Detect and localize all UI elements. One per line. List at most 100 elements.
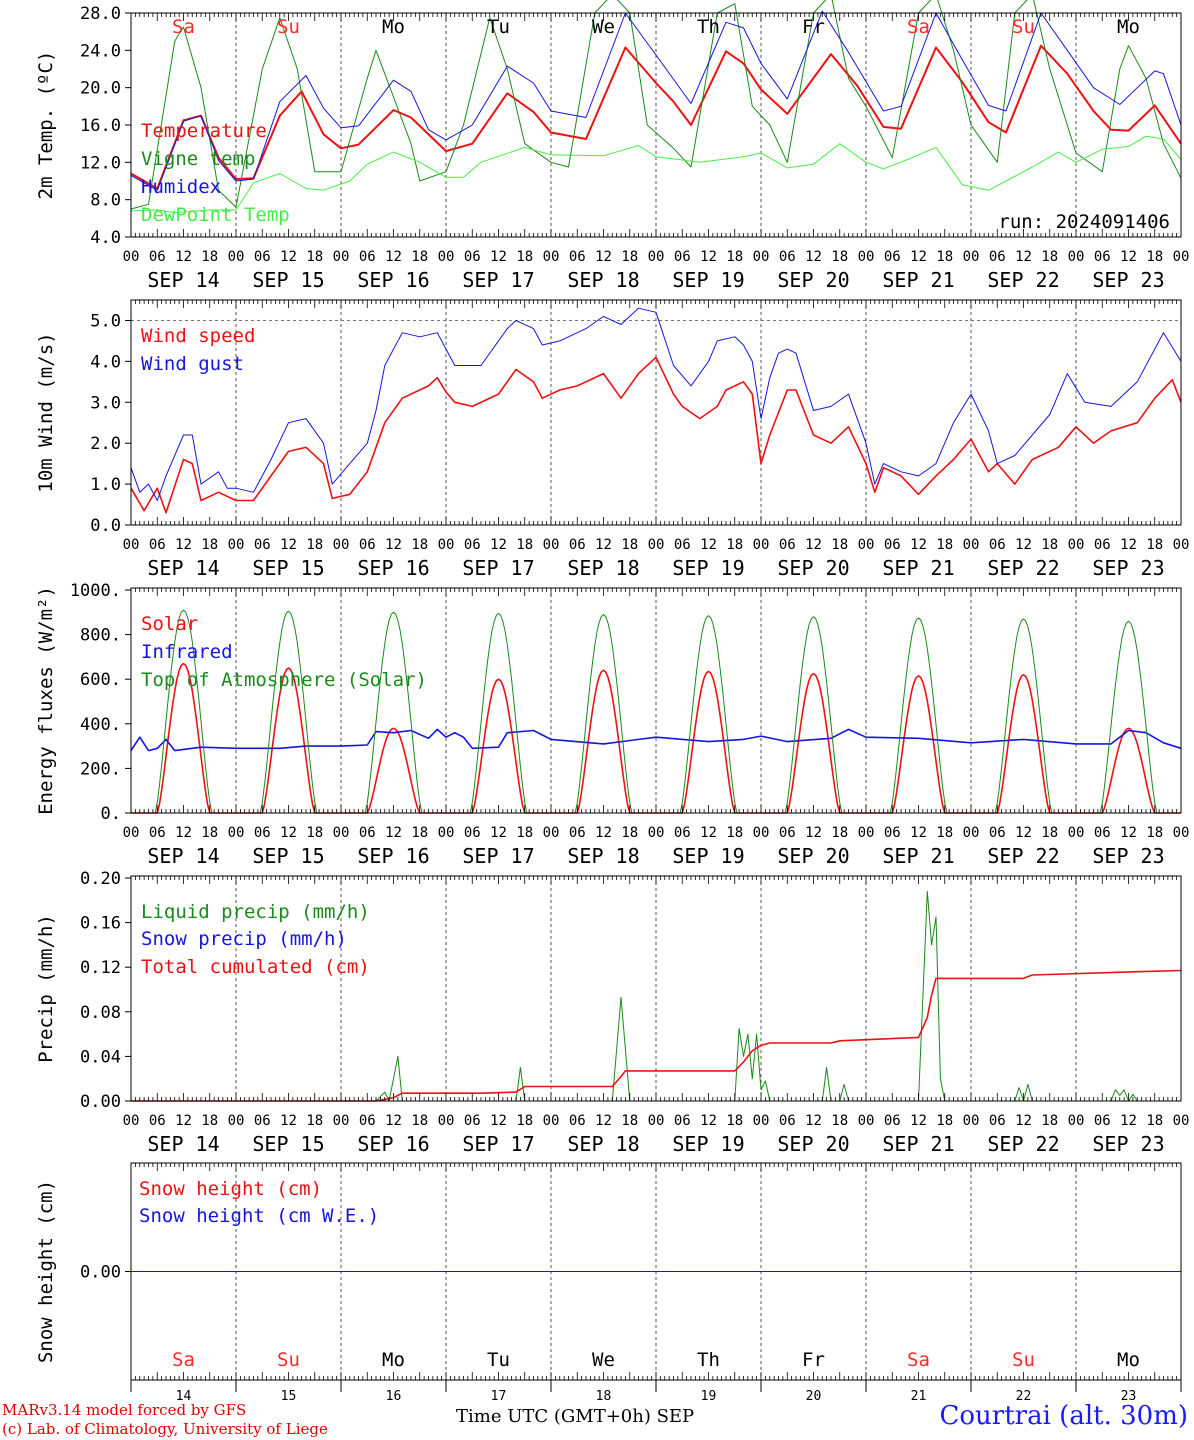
hour-label: 18 [726,249,743,265]
hour-label: 12 [490,537,507,553]
hour-label: 18 [411,537,428,553]
day-number-label: 16 [386,1389,402,1404]
hour-label: 06 [359,825,376,841]
hour-label: 00 [648,1113,665,1129]
hour-label: 18 [936,537,953,553]
hour-label: 12 [910,825,927,841]
hour-label: 12 [175,825,192,841]
hour-label: 12 [700,825,717,841]
hour-label: 18 [306,537,323,553]
date-label: SEP 17 [462,844,534,868]
hour-label: 12 [490,1113,507,1129]
hour-label: 18 [936,1113,953,1129]
hour-label: 00 [753,1113,770,1129]
date-label: SEP 21 [882,268,954,292]
legend-entry: Snow height (cm) [139,1178,322,1200]
hour-label: 06 [779,1113,796,1129]
date-label: SEP 20 [777,268,849,292]
day-number-label: 22 [1016,1389,1032,1404]
y-tick-label: 12.0 [80,153,121,173]
hour-label: 18 [831,537,848,553]
weekday-label: Sa [907,16,930,38]
y-tick-label: 800. [80,626,121,646]
hour-label: 12 [595,249,612,265]
hour-label: 00 [438,825,455,841]
hour-label: 18 [831,825,848,841]
legend-entry: Wind gust [141,353,244,375]
hour-label: 12 [1015,1113,1032,1129]
hour-label: 06 [1094,825,1111,841]
weekday-label: Th [697,16,720,38]
y-tick-label: 0.20 [80,869,121,889]
hour-label: 00 [228,537,245,553]
panel-4: Liquid precip (mm/h) Snow precip (mm/h) To… [35,869,1189,1156]
date-label: SEP 21 [882,556,954,580]
date-label: SEP 16 [357,1132,429,1156]
y-tick-label: 0.08 [80,1003,121,1023]
hour-label: 00 [333,249,350,265]
hour-label: 12 [385,249,402,265]
date-label: SEP 21 [882,844,954,868]
hour-label: 00 [648,249,665,265]
weekday-label: Sa [172,1349,195,1371]
hour-label: 12 [490,825,507,841]
date-label: SEP 20 [777,844,849,868]
hour-label: 12 [280,249,297,265]
hour-label: 06 [674,537,691,553]
series-line-1-3 [130,10,1182,191]
day-number-label: 15 [281,1389,297,1404]
hour-label: 00 [753,249,770,265]
day-number-label: 21 [911,1389,927,1404]
hour-label: 06 [779,537,796,553]
run-annotation: run: 2024091406 [998,211,1170,233]
series-line-1-1 [130,44,1182,190]
y-tick-label: 0.16 [80,914,121,934]
y-tick-label: 0.12 [80,958,121,978]
date-label: SEP 16 [357,268,429,292]
hour-label: 12 [595,1113,612,1129]
hour-label: 00 [438,537,455,553]
hour-label: 06 [674,249,691,265]
y-tick-label: 5.0 [90,311,121,331]
date-label: SEP 16 [357,844,429,868]
hour-label: 00 [123,249,140,265]
legend-entry: Wind speed [141,325,255,347]
hour-label: 06 [989,1113,1006,1129]
series-line-2-1 [130,356,1182,514]
weekday-label: Mo [382,16,405,38]
date-label: SEP 15 [252,1132,324,1156]
credit-model: MARv3.14 model forced by GFS [2,1401,247,1419]
legend-entry: Vigne temp [141,148,255,170]
day-number-label: 20 [806,1389,822,1404]
hour-label: 18 [1041,249,1058,265]
hour-label: 06 [464,825,481,841]
legend-entry: Total cumulated (cm) [141,956,370,978]
hour-label: 18 [621,537,638,553]
hour-label: 12 [700,537,717,553]
hour-label: 12 [280,825,297,841]
hour-label: 06 [779,825,796,841]
date-label: SEP 14 [147,844,219,868]
y-axis-label: Energy fluxes (W/m²) [35,586,57,815]
weekday-label: Mo [382,1349,405,1371]
hour-label: 18 [1041,825,1058,841]
hour-label: 18 [621,825,638,841]
weekday-label: Sa [172,16,195,38]
weekday-label: Fr [802,1349,825,1371]
weekday-label: Su [1012,1349,1035,1371]
date-label: SEP 18 [567,1132,639,1156]
hour-label: 00 [543,249,560,265]
hour-label: 12 [805,1113,822,1129]
y-tick-label: 0. [101,804,121,824]
hour-label: 00 [753,537,770,553]
weekday-label: Fr [802,16,825,38]
hour-label: 06 [884,537,901,553]
date-label: SEP 18 [567,844,639,868]
hour-label: 12 [385,537,402,553]
hour-label: 18 [516,1113,533,1129]
hour-label: 18 [201,537,218,553]
series-line-4-3 [131,969,1182,1102]
weekday-label: Tu [487,16,510,38]
y-tick-label: 3.0 [90,393,121,413]
